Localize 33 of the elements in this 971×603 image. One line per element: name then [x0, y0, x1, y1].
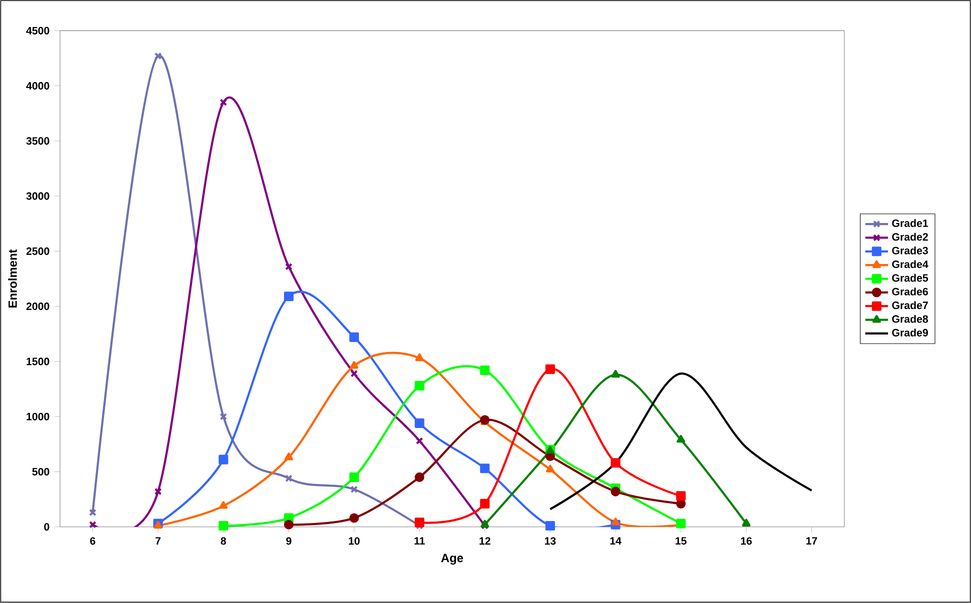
x-tick-label: 12	[480, 537, 490, 545]
legend-label: Grade9	[892, 328, 928, 337]
x-tick-label: 9	[286, 537, 292, 545]
x-tick-label: 10	[348, 537, 360, 545]
x-tick-label: 16	[741, 537, 752, 545]
legend-label: Grade1	[892, 219, 928, 228]
y-tick-label: 3000	[26, 192, 50, 200]
y-tick-label: 2000	[26, 302, 50, 310]
legend-label: Grade6	[892, 288, 928, 296]
legend-label: Grade3	[892, 246, 928, 254]
y-tick-label: 4000	[26, 82, 50, 90]
x-tick-label: 11	[414, 537, 425, 545]
y-tick-label: 1000	[26, 412, 50, 420]
legend-label: Grade7	[892, 301, 928, 310]
y-tick-label: 4500	[26, 26, 50, 34]
x-axis-title: Age	[441, 554, 464, 565]
legend-label: Grade8	[892, 315, 928, 323]
x-tick-label: 8	[220, 537, 226, 545]
x-tick-label: 14	[610, 537, 622, 545]
y-tick-label: 0	[44, 523, 50, 531]
y-tick-label: 3500	[26, 137, 50, 145]
x-tick-label: 15	[676, 537, 687, 545]
legend-label: Grade2	[892, 232, 928, 241]
x-tick-label: 7	[156, 537, 161, 545]
legend-label: Grade4	[892, 260, 928, 268]
legend-label: Grade5	[892, 274, 928, 282]
y-tick-label: 500	[32, 468, 50, 476]
x-tick-label: 6	[90, 537, 96, 545]
y-tick-label: 2500	[26, 247, 50, 256]
y-axis-title: Enrolment	[8, 249, 17, 308]
x-tick-label: 17	[806, 537, 818, 545]
y-tick-label: 1500	[26, 358, 50, 366]
x-tick-label: 13	[544, 537, 556, 545]
